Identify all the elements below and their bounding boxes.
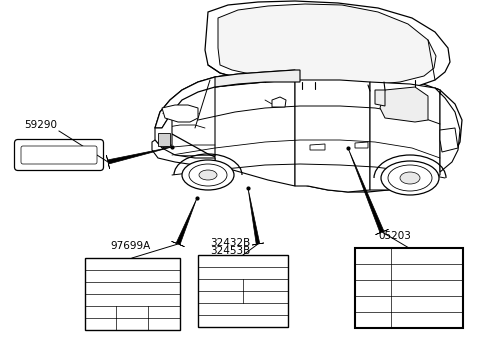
Bar [85, 258, 180, 330]
Polygon shape [375, 90, 385, 106]
Bar [198, 255, 288, 327]
Text: 05203: 05203 [378, 231, 411, 241]
Ellipse shape [199, 170, 217, 180]
Polygon shape [215, 80, 295, 186]
Polygon shape [215, 70, 300, 87]
Ellipse shape [388, 165, 432, 191]
Polygon shape [248, 188, 264, 245]
Polygon shape [107, 147, 172, 169]
Polygon shape [348, 148, 388, 235]
Polygon shape [155, 70, 295, 128]
Polygon shape [152, 140, 215, 165]
Polygon shape [205, 1, 450, 91]
Polygon shape [155, 70, 462, 192]
Ellipse shape [400, 172, 420, 184]
Text: 32432B: 32432B [210, 238, 250, 248]
Polygon shape [295, 80, 370, 192]
Polygon shape [440, 128, 458, 152]
Ellipse shape [189, 164, 227, 186]
Text: 97699A: 97699A [110, 241, 150, 251]
Polygon shape [171, 198, 197, 247]
Bar [355, 248, 463, 328]
Polygon shape [155, 112, 172, 148]
FancyBboxPatch shape [21, 146, 97, 164]
Text: 32453B: 32453B [210, 246, 250, 256]
Polygon shape [218, 4, 436, 85]
Text: 59290: 59290 [24, 120, 57, 130]
Polygon shape [435, 88, 460, 172]
Polygon shape [380, 87, 428, 122]
Polygon shape [272, 97, 286, 107]
Polygon shape [355, 142, 368, 148]
Polygon shape [310, 144, 325, 150]
Polygon shape [158, 133, 170, 146]
FancyBboxPatch shape [14, 140, 104, 171]
Polygon shape [162, 105, 198, 122]
Ellipse shape [381, 161, 439, 195]
Ellipse shape [182, 160, 234, 190]
Polygon shape [370, 82, 440, 190]
